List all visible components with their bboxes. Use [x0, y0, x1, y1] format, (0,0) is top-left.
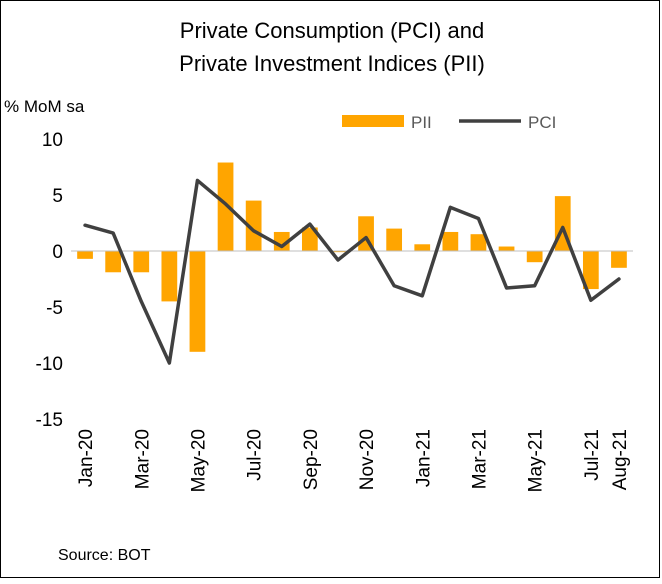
pii-bar [245, 200, 262, 251]
y-tick-label: -5 [46, 298, 63, 319]
pii-bar [470, 234, 487, 251]
pii-bar [526, 251, 543, 263]
pii-bar [498, 246, 515, 251]
pii-bar [386, 228, 403, 251]
legend-swatch-pii [342, 115, 404, 127]
x-tick-label: Jul-20 [245, 429, 266, 481]
chart-title-line-1: Private Consumption (PCI) and [180, 18, 484, 43]
y-tick-label: 10 [42, 130, 63, 151]
chart-title-line-2: Private Investment Indices (PII) [179, 51, 485, 76]
pii-bar [301, 227, 318, 251]
x-tick-label: May-21 [526, 429, 547, 492]
pii-bar [189, 251, 206, 352]
y-axis-unit-label: % MoM sa [4, 97, 85, 116]
legend-label-pii: PII [411, 113, 432, 132]
pii-bar [442, 231, 459, 251]
pii-bar [77, 251, 93, 259]
x-tick-label: May-20 [188, 429, 209, 492]
y-tick-label: -15 [36, 410, 63, 431]
y-tick-label: 5 [52, 186, 63, 207]
pii-bar [611, 251, 627, 268]
legend-label-pci: PCI [528, 113, 556, 132]
x-tick-label: Nov-20 [357, 429, 378, 490]
pii-bar [330, 251, 346, 253]
pii-bar [217, 162, 234, 251]
y-tick-label: -10 [36, 354, 63, 375]
x-tick-label: Jul-21 [582, 429, 603, 481]
y-tick-label: 0 [52, 242, 63, 263]
x-tick-label: Mar-21 [469, 429, 490, 489]
x-tick-label: Jan-20 [76, 429, 97, 487]
legend: PII PCI [342, 113, 556, 132]
pii-bar [414, 244, 431, 251]
x-tick-label: Mar-20 [132, 429, 153, 489]
x-tick-label: Sep-20 [301, 429, 322, 490]
x-tick-label: Jan-21 [413, 429, 434, 487]
pii-bar [582, 251, 599, 290]
pii-bar [161, 251, 178, 302]
source-note: Source: BOT [58, 547, 151, 564]
pii-bar [133, 251, 150, 273]
pci-line [83, 178, 621, 365]
x-tick-label: Aug-21 [610, 429, 631, 490]
pii-bar [105, 251, 122, 273]
